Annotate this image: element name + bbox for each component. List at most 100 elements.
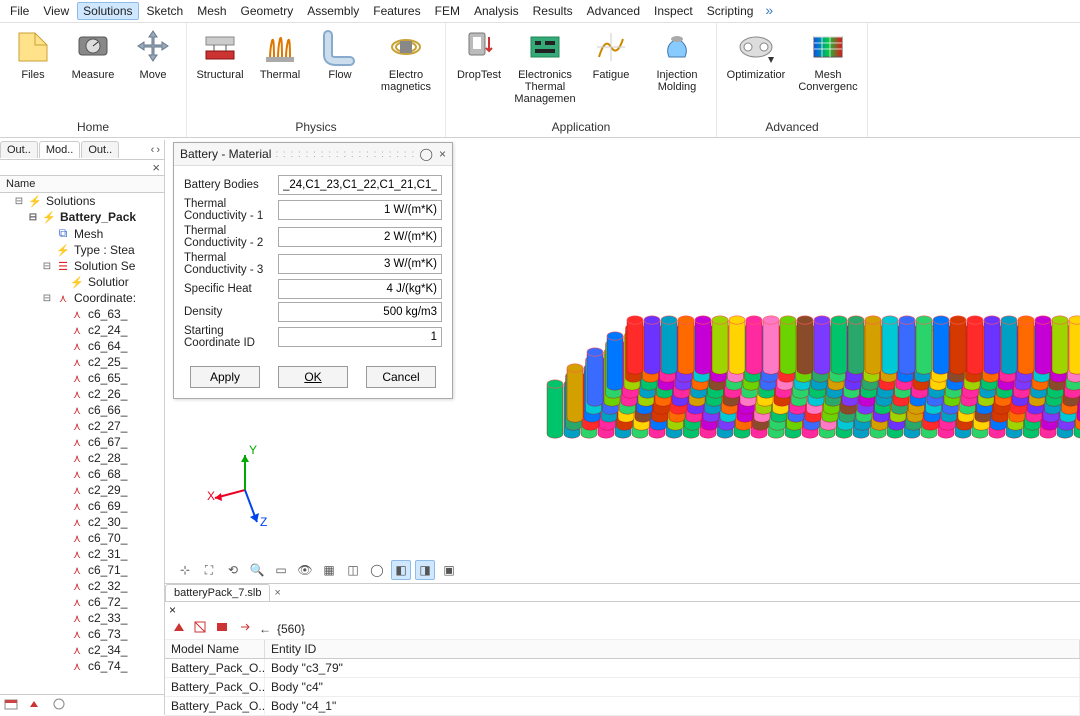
bottom-tool-icon[interactable]: [171, 620, 187, 637]
tab-prev-icon[interactable]: ‹: [151, 144, 155, 156]
field-input[interactable]: [278, 279, 442, 299]
tree-item[interactable]: ⋏c2_31_: [2, 546, 164, 562]
doc-tab[interactable]: Out..: [81, 141, 119, 158]
ribbon-measure[interactable]: Measure: [64, 25, 122, 118]
tree-item[interactable]: ⋏c6_69_: [2, 498, 164, 514]
menu-view[interactable]: View: [37, 2, 75, 20]
field-input[interactable]: [278, 327, 442, 347]
tree-item[interactable]: ⋏c2_29_: [2, 482, 164, 498]
tree-item[interactable]: ⋏c6_72_: [2, 594, 164, 610]
ribbon-opt[interactable]: Optimizatior: [721, 25, 791, 118]
menu-analysis[interactable]: Analysis: [468, 2, 525, 20]
ribbon-thermal[interactable]: Thermal: [251, 25, 309, 118]
table-column-header[interactable]: Entity ID: [265, 640, 1080, 658]
wire-icon[interactable]: ◫: [343, 560, 363, 580]
tree-item[interactable]: ⋏c2_32_: [2, 578, 164, 594]
field-input[interactable]: [278, 227, 442, 247]
bottom-tool-icon[interactable]: [193, 620, 209, 637]
doc-tab[interactable]: Out..: [0, 141, 38, 158]
menu-scripting[interactable]: Scripting: [701, 2, 760, 20]
bottom-tab-close-icon[interactable]: ×: [270, 587, 284, 599]
menu-expand-icon[interactable]: »: [761, 2, 777, 20]
tree-item[interactable]: ⊟⚡Battery_Pack: [2, 209, 164, 225]
field-input[interactable]: [278, 302, 442, 322]
table-row[interactable]: Battery_Pack_O..Body "c4_1": [165, 697, 1080, 716]
tree-item[interactable]: ⋏c2_27_: [2, 418, 164, 434]
ribbon-fatigue[interactable]: Fatigue: [582, 25, 640, 118]
menu-geometry[interactable]: Geometry: [235, 2, 300, 20]
close-panel-icon[interactable]: ×: [0, 160, 164, 175]
tree-item[interactable]: ⋏c6_65_: [2, 370, 164, 386]
ribbon-emag[interactable]: Electro magnetics: [371, 25, 441, 118]
sel-icon[interactable]: ▭: [271, 560, 291, 580]
tree-item[interactable]: ⊟⋏Coordinate:: [2, 290, 164, 306]
tree-item[interactable]: ⋏c6_74_: [2, 658, 164, 674]
menu-mesh[interactable]: Mesh: [191, 2, 232, 20]
menu-fem[interactable]: FEM: [429, 2, 466, 20]
ribbon-drop[interactable]: DropTest: [450, 25, 508, 118]
eye-icon[interactable]: 👁: [295, 560, 315, 580]
ok-button[interactable]: OK: [278, 366, 348, 388]
tree-tab-icon[interactable]: [4, 697, 22, 713]
field-input[interactable]: [278, 175, 442, 195]
fit-icon[interactable]: ⛶: [199, 560, 219, 580]
doc-tab[interactable]: Mod..: [39, 141, 81, 158]
menu-results[interactable]: Results: [527, 2, 579, 20]
ribbon-flow[interactable]: Flow: [311, 25, 369, 118]
tree-item[interactable]: ⧉Mesh: [2, 225, 164, 242]
bottom-tool-icon[interactable]: [237, 620, 253, 637]
tree-item[interactable]: ⋏c2_30_: [2, 514, 164, 530]
model-tree[interactable]: ⊟⚡Solutions⊟⚡Battery_Pack⧉Mesh⚡Type : St…: [0, 193, 164, 694]
tree-item[interactable]: ⋏c2_26_: [2, 386, 164, 402]
table-row[interactable]: Battery_Pack_O..Body "c4": [165, 678, 1080, 697]
menu-inspect[interactable]: Inspect: [648, 2, 699, 20]
ribbon-conv[interactable]: Mesh Convergenc: [793, 25, 863, 118]
menu-advanced[interactable]: Advanced: [581, 2, 646, 20]
tree-item[interactable]: ⋏c2_33_: [2, 610, 164, 626]
tree-item[interactable]: ⋏c6_66_: [2, 402, 164, 418]
table-column-header[interactable]: Model Name: [165, 640, 265, 658]
menu-features[interactable]: Features: [367, 2, 426, 20]
cancel-button[interactable]: Cancel: [366, 366, 436, 388]
tree-item[interactable]: ⊟☰Solution Se: [2, 258, 164, 274]
table-row[interactable]: Battery_Pack_O..Body "c3_79": [165, 659, 1080, 678]
apply-button[interactable]: Apply: [190, 366, 260, 388]
tree-item[interactable]: ⋏c6_67_: [2, 434, 164, 450]
tree-item[interactable]: ⚡Type : Stea: [2, 242, 164, 258]
solid2-icon[interactable]: ◨: [415, 560, 435, 580]
loop-icon[interactable]: ◯: [367, 560, 387, 580]
back-arrow-icon[interactable]: ←: [259, 622, 271, 636]
mesh-icon[interactable]: ▦: [319, 560, 339, 580]
tree-item[interactable]: ⚡Solutior: [2, 274, 164, 290]
tree-item[interactable]: ⋏c2_28_: [2, 450, 164, 466]
field-input[interactable]: [278, 200, 442, 220]
tree-item[interactable]: ⋏c6_64_: [2, 338, 164, 354]
tab-next-icon[interactable]: ›: [156, 144, 160, 156]
bottom-panel-close-icon[interactable]: ×: [165, 602, 1080, 618]
tree-item[interactable]: ⋏c2_34_: [2, 642, 164, 658]
tree-tab-icon[interactable]: [28, 697, 46, 713]
tree-bottom-tabs[interactable]: [0, 694, 164, 715]
menu-solutions[interactable]: Solutions: [77, 2, 138, 20]
tree-item[interactable]: ⋏c2_24_: [2, 322, 164, 338]
bottom-tool-icon[interactable]: [215, 620, 231, 637]
tree-item[interactable]: ⋏c6_68_: [2, 466, 164, 482]
bottom-tab[interactable]: batteryPack_7.slb: [165, 584, 270, 601]
zoom-icon[interactable]: 🔍: [247, 560, 267, 580]
solid3-icon[interactable]: ▣: [439, 560, 459, 580]
tree-item[interactable]: ⋏c6_71_: [2, 562, 164, 578]
ribbon-files[interactable]: Files: [4, 25, 62, 118]
ribbon-structural[interactable]: Structural: [191, 25, 249, 118]
ribbon-move[interactable]: Move: [124, 25, 182, 118]
tree-item[interactable]: ⊟⚡Solutions: [2, 193, 164, 209]
axis-icon[interactable]: ⊹: [175, 560, 195, 580]
ribbon-etm[interactable]: Electronics Thermal Managemen: [510, 25, 580, 118]
ribbon-mold[interactable]: Injection Molding: [642, 25, 712, 118]
solid1-icon[interactable]: ◧: [391, 560, 411, 580]
tree-item[interactable]: ⋏c6_73_: [2, 626, 164, 642]
dialog-help-icon[interactable]: ◯: [420, 147, 433, 161]
menu-file[interactable]: File: [4, 2, 35, 20]
dialog-titlebar[interactable]: Battery - Material : : : : : : : : : : :…: [174, 143, 452, 166]
dialog-grip[interactable]: : : : : : : : : : : : : : : : : : : : : …: [271, 149, 419, 160]
rot-icon[interactable]: ⟲: [223, 560, 243, 580]
